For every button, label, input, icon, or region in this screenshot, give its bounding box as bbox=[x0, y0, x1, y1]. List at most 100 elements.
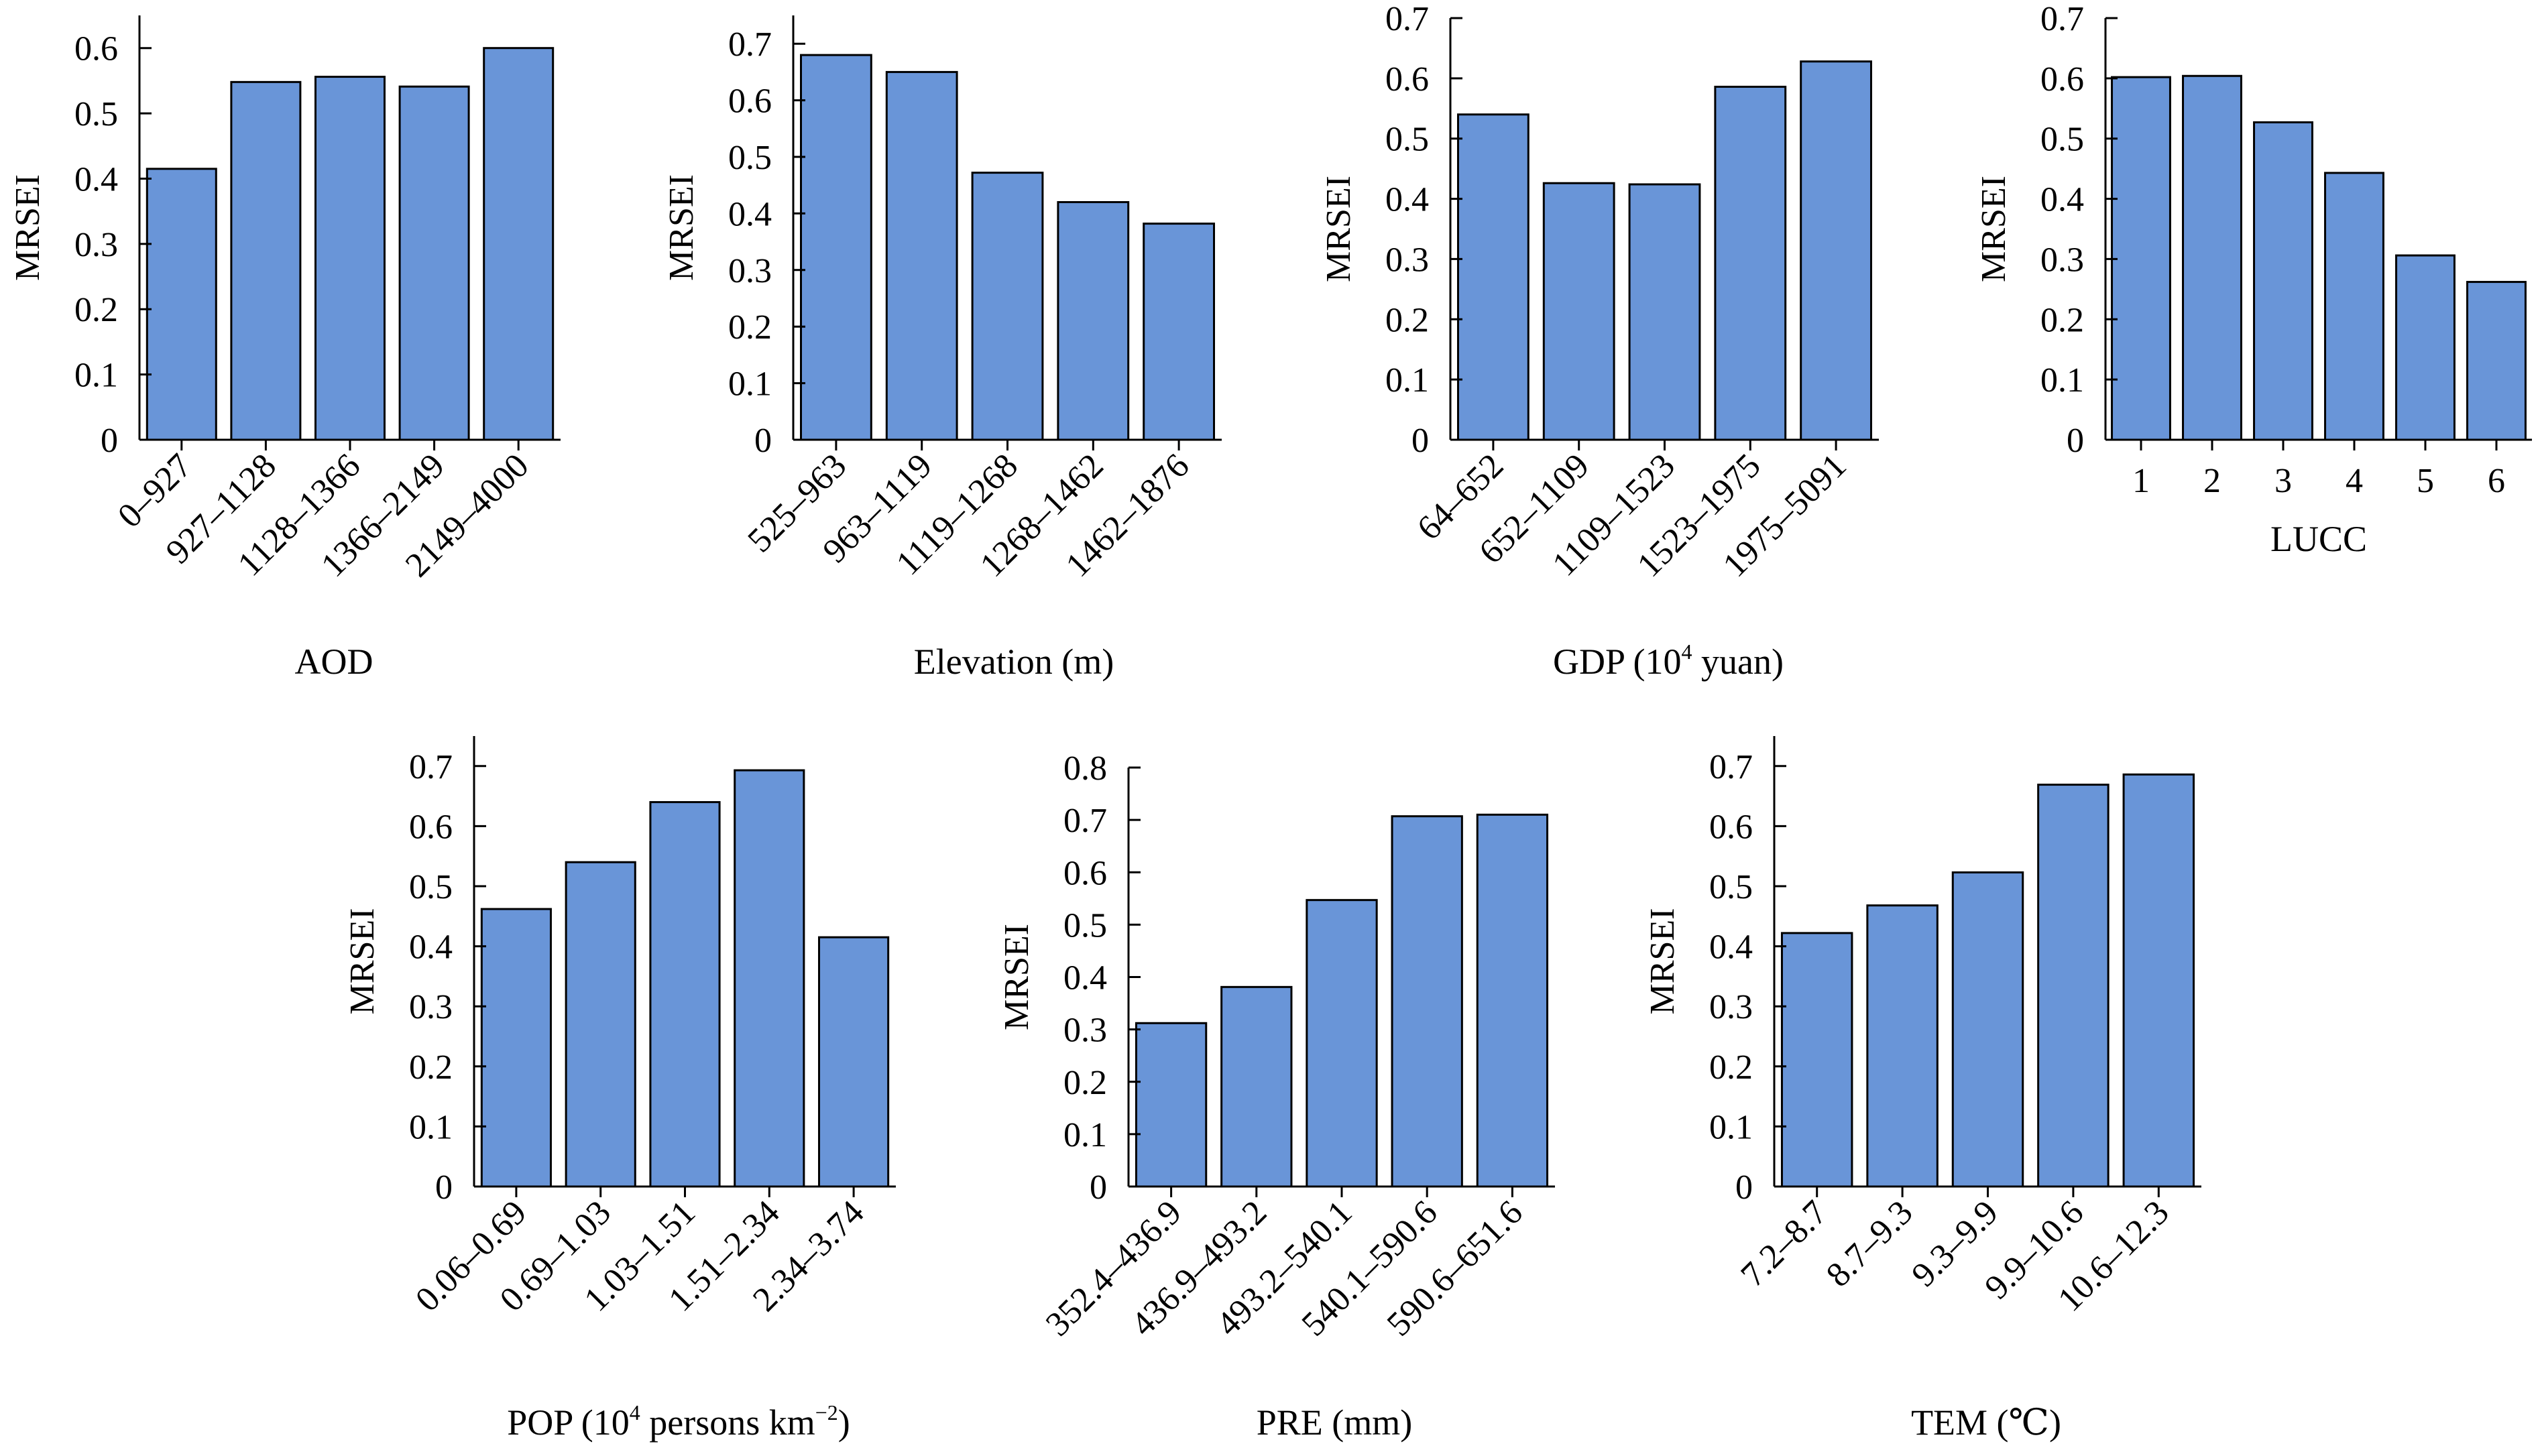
x-axis-title-part: persons km bbox=[640, 1402, 815, 1443]
y-tick-label: 0.4 bbox=[409, 928, 453, 967]
x-axis-title-part: yuan) bbox=[1692, 642, 1784, 682]
y-tick-label: 0.4 bbox=[1385, 181, 1429, 219]
chart-panel-1: 00.10.20.30.40.50.60–927927–11281128–136… bbox=[9, 15, 561, 682]
y-tick-label: 0.5 bbox=[74, 95, 118, 133]
y-tick-label: 0 bbox=[2067, 422, 2084, 460]
y-tick-label: 0.4 bbox=[728, 195, 772, 233]
y-tick-label: 0.7 bbox=[728, 25, 772, 64]
bar bbox=[800, 54, 872, 441]
y-tick-label: 0.1 bbox=[1063, 1116, 1107, 1154]
y-tick-label: 0.2 bbox=[74, 291, 118, 329]
x-axis-title: Elevation (m) bbox=[914, 642, 1114, 682]
y-tick-label: 0.6 bbox=[74, 30, 118, 68]
y-tick-label: 0.3 bbox=[1385, 241, 1429, 279]
y-tick-label: 0.6 bbox=[409, 808, 453, 846]
bar bbox=[1800, 60, 1872, 441]
bar bbox=[1220, 985, 1293, 1188]
x-tick-label: 5 bbox=[2417, 462, 2434, 500]
bar bbox=[565, 861, 636, 1188]
y-tick-label: 0.3 bbox=[728, 252, 772, 290]
bar bbox=[2182, 74, 2242, 441]
bar bbox=[1391, 815, 1463, 1188]
y-tick-label: 0.4 bbox=[74, 160, 118, 198]
bar bbox=[1951, 871, 2024, 1188]
x-tick-label: 3 bbox=[2274, 462, 2292, 500]
x-tick-label: 2 bbox=[2203, 462, 2221, 500]
y-tick-label: 0.1 bbox=[2040, 361, 2084, 400]
y-tick-label: 0.2 bbox=[1709, 1048, 1753, 1087]
y-tick-label: 0.5 bbox=[2040, 121, 2084, 159]
chart-panel-7: 00.10.20.30.40.50.60.77.2–8.78.7–9.39.3–… bbox=[1643, 736, 2201, 1443]
y-tick-label: 0.3 bbox=[2040, 241, 2084, 279]
y-axis-title: MRSEI bbox=[9, 174, 47, 281]
bar bbox=[1057, 201, 1130, 441]
y-axis-title: MRSEI bbox=[1320, 176, 1358, 282]
y-tick-label: 0.4 bbox=[2040, 181, 2084, 219]
y-tick-label: 0.2 bbox=[409, 1048, 453, 1087]
y-tick-label: 0.7 bbox=[1385, 0, 1429, 38]
y-tick-label: 0.2 bbox=[728, 308, 772, 347]
x-tick-label: 4 bbox=[2346, 462, 2363, 500]
chart-panel-6: 00.10.20.30.40.50.60.70.8352.4–436.9436.… bbox=[998, 749, 1555, 1443]
bar bbox=[2253, 121, 2313, 441]
bar bbox=[1457, 113, 1529, 441]
x-axis-title-part: POP (10 bbox=[507, 1402, 630, 1443]
bar bbox=[146, 168, 217, 441]
y-tick-label: 0 bbox=[101, 422, 118, 460]
bar bbox=[1143, 223, 1215, 441]
x-tick-label: 6 bbox=[2488, 462, 2505, 500]
y-tick-label: 0.3 bbox=[1709, 988, 1753, 1026]
x-axis-title-superscript: 4 bbox=[1682, 640, 1692, 664]
bar bbox=[2111, 76, 2171, 441]
bar bbox=[1866, 904, 1939, 1188]
x-axis-title: LUCC bbox=[2270, 519, 2367, 559]
x-axis-title: TEM (℃) bbox=[1911, 1402, 2061, 1443]
y-axis-title: MRSEI bbox=[662, 174, 701, 281]
y-tick-label: 0.6 bbox=[2040, 60, 2084, 99]
y-tick-label: 0.7 bbox=[2040, 0, 2084, 38]
bar bbox=[2466, 281, 2527, 441]
bar bbox=[1780, 932, 1853, 1188]
bar bbox=[649, 801, 721, 1188]
bar bbox=[1306, 899, 1378, 1188]
x-tick-label: 8.7–9.3 bbox=[1819, 1193, 1920, 1294]
x-axis-title: PRE (mm) bbox=[1257, 1402, 1413, 1443]
y-axis-title: MRSEI bbox=[998, 924, 1036, 1030]
bar bbox=[2037, 784, 2110, 1188]
y-tick-label: 0 bbox=[1735, 1168, 1753, 1207]
y-tick-label: 0.5 bbox=[728, 139, 772, 177]
y-tick-label: 0.5 bbox=[1063, 906, 1107, 945]
y-tick-label: 0.6 bbox=[1385, 60, 1429, 99]
y-tick-label: 0.1 bbox=[1385, 361, 1429, 400]
bar bbox=[1476, 813, 1549, 1188]
y-tick-label: 0.1 bbox=[409, 1108, 453, 1146]
y-tick-label: 0 bbox=[1411, 422, 1429, 460]
y-tick-label: 0.5 bbox=[409, 868, 453, 906]
bar bbox=[818, 936, 890, 1188]
y-tick-label: 0.4 bbox=[1063, 959, 1107, 997]
chart-panel-4: 0 0.1 0.2 0.3 0.4 0.5 0.6 0.7 1 2 3 4 5 6 MRSEI LUCC bbox=[1975, 0, 2532, 559]
x-axis-title-part: GDP (10 bbox=[1553, 642, 1682, 682]
x-axis-title: GDP (104 yuan) bbox=[1553, 640, 1784, 682]
y-tick-label: 0.2 bbox=[1385, 301, 1429, 339]
y-tick-label: 0.7 bbox=[409, 748, 453, 786]
bar bbox=[314, 76, 386, 441]
y-tick-label: 0.2 bbox=[2040, 301, 2084, 339]
y-tick-label: 0.6 bbox=[1709, 808, 1753, 846]
bar bbox=[2122, 773, 2195, 1188]
bar bbox=[483, 47, 555, 441]
chart-panel-2: 00.10.20.30.40.50.60.7525–963963–1119111… bbox=[662, 15, 1222, 682]
x-axis-title-superscript: 4 bbox=[630, 1400, 640, 1424]
y-axis-title: MRSEI bbox=[1643, 908, 1682, 1015]
y-tick-label: 0.7 bbox=[1063, 802, 1107, 840]
bar bbox=[480, 908, 552, 1188]
y-tick-label: 0.6 bbox=[728, 82, 772, 121]
x-tick-label: 1 bbox=[2132, 462, 2150, 500]
bar bbox=[398, 85, 470, 441]
bar bbox=[1135, 1022, 1208, 1188]
x-axis-title: AOD bbox=[295, 642, 373, 682]
y-tick-label: 0.4 bbox=[1709, 928, 1753, 967]
bar bbox=[971, 172, 1044, 441]
bar bbox=[230, 80, 302, 441]
